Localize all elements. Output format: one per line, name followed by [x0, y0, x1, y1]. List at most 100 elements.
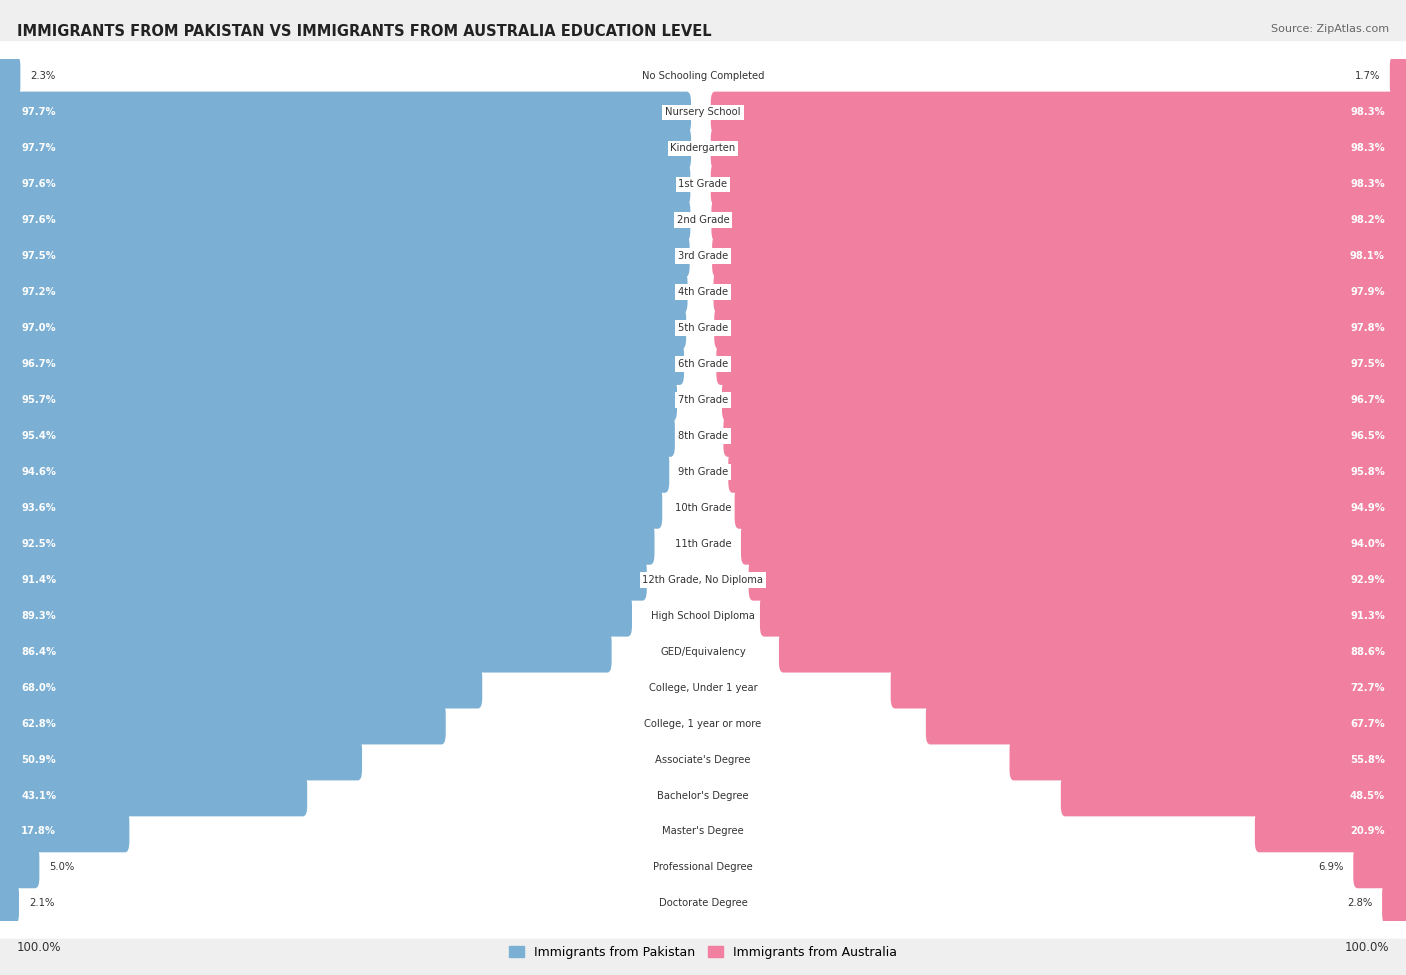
Text: 3rd Grade: 3rd Grade [678, 252, 728, 261]
Text: 95.8%: 95.8% [1350, 467, 1385, 477]
FancyBboxPatch shape [0, 703, 446, 745]
FancyBboxPatch shape [711, 164, 1406, 205]
FancyBboxPatch shape [0, 56, 20, 98]
Text: 50.9%: 50.9% [21, 755, 56, 764]
FancyBboxPatch shape [0, 343, 685, 385]
FancyBboxPatch shape [0, 185, 1406, 255]
Text: 62.8%: 62.8% [21, 719, 56, 728]
Text: 91.3%: 91.3% [1350, 610, 1385, 621]
Text: IMMIGRANTS FROM PAKISTAN VS IMMIGRANTS FROM AUSTRALIA EDUCATION LEVEL: IMMIGRANTS FROM PAKISTAN VS IMMIGRANTS F… [17, 24, 711, 39]
FancyBboxPatch shape [0, 41, 1406, 112]
FancyBboxPatch shape [0, 739, 363, 780]
Text: 98.2%: 98.2% [1350, 215, 1385, 225]
Text: 5.0%: 5.0% [49, 863, 75, 873]
FancyBboxPatch shape [0, 365, 1406, 435]
FancyBboxPatch shape [711, 92, 1406, 134]
Text: 88.6%: 88.6% [1350, 646, 1385, 657]
FancyBboxPatch shape [0, 616, 1406, 687]
Text: 1st Grade: 1st Grade [679, 179, 727, 189]
Text: 97.9%: 97.9% [1350, 288, 1385, 297]
FancyBboxPatch shape [0, 164, 690, 205]
Text: 98.3%: 98.3% [1350, 143, 1385, 153]
Text: 97.5%: 97.5% [21, 252, 56, 261]
FancyBboxPatch shape [0, 92, 692, 134]
Text: 2.1%: 2.1% [28, 898, 55, 909]
Text: 6th Grade: 6th Grade [678, 359, 728, 370]
FancyBboxPatch shape [0, 149, 1406, 219]
Text: 98.1%: 98.1% [1350, 252, 1385, 261]
Text: Bachelor's Degree: Bachelor's Degree [657, 791, 749, 800]
FancyBboxPatch shape [1062, 775, 1406, 816]
FancyBboxPatch shape [714, 307, 1406, 349]
Text: Doctorate Degree: Doctorate Degree [658, 898, 748, 909]
Text: 4th Grade: 4th Grade [678, 288, 728, 297]
FancyBboxPatch shape [0, 846, 39, 888]
Text: 96.5%: 96.5% [1350, 431, 1385, 441]
FancyBboxPatch shape [0, 545, 1406, 615]
Text: 98.3%: 98.3% [1350, 107, 1385, 117]
FancyBboxPatch shape [711, 128, 1406, 170]
Text: No Schooling Completed: No Schooling Completed [641, 71, 765, 82]
Text: 97.0%: 97.0% [21, 323, 56, 333]
FancyBboxPatch shape [749, 559, 1406, 601]
Text: 96.7%: 96.7% [21, 359, 56, 370]
FancyBboxPatch shape [761, 595, 1406, 637]
Legend: Immigrants from Pakistan, Immigrants from Australia: Immigrants from Pakistan, Immigrants fro… [505, 941, 901, 964]
Text: GED/Equivalency: GED/Equivalency [661, 646, 745, 657]
Text: 7th Grade: 7th Grade [678, 395, 728, 405]
FancyBboxPatch shape [0, 810, 129, 852]
FancyBboxPatch shape [0, 882, 20, 924]
Text: College, Under 1 year: College, Under 1 year [648, 682, 758, 692]
Text: 97.8%: 97.8% [1350, 323, 1385, 333]
FancyBboxPatch shape [0, 688, 1406, 759]
Text: 11th Grade: 11th Grade [675, 539, 731, 549]
FancyBboxPatch shape [0, 652, 1406, 722]
Text: 43.1%: 43.1% [21, 791, 56, 800]
FancyBboxPatch shape [0, 200, 690, 241]
FancyBboxPatch shape [723, 379, 1406, 421]
Text: 97.7%: 97.7% [21, 143, 56, 153]
Text: Nursery School: Nursery School [665, 107, 741, 117]
FancyBboxPatch shape [0, 797, 1406, 867]
FancyBboxPatch shape [0, 580, 1406, 651]
FancyBboxPatch shape [0, 775, 308, 816]
FancyBboxPatch shape [1382, 882, 1406, 924]
FancyBboxPatch shape [728, 451, 1406, 492]
Text: 92.5%: 92.5% [21, 539, 56, 549]
FancyBboxPatch shape [0, 415, 675, 457]
Text: 100.0%: 100.0% [17, 941, 62, 955]
Text: 100.0%: 100.0% [1344, 941, 1389, 955]
FancyBboxPatch shape [0, 523, 655, 565]
Text: 1.7%: 1.7% [1354, 71, 1381, 82]
Text: 91.4%: 91.4% [21, 575, 56, 585]
FancyBboxPatch shape [717, 343, 1406, 385]
Text: 10th Grade: 10th Grade [675, 503, 731, 513]
FancyBboxPatch shape [927, 703, 1406, 745]
FancyBboxPatch shape [1256, 810, 1406, 852]
Text: 55.8%: 55.8% [1350, 755, 1385, 764]
Text: 89.3%: 89.3% [21, 610, 56, 621]
FancyBboxPatch shape [0, 401, 1406, 471]
FancyBboxPatch shape [0, 509, 1406, 579]
Text: 8th Grade: 8th Grade [678, 431, 728, 441]
FancyBboxPatch shape [0, 128, 692, 170]
Text: Master's Degree: Master's Degree [662, 827, 744, 837]
Text: Professional Degree: Professional Degree [654, 863, 752, 873]
Text: 93.6%: 93.6% [21, 503, 56, 513]
Text: 97.7%: 97.7% [21, 107, 56, 117]
FancyBboxPatch shape [0, 379, 678, 421]
FancyBboxPatch shape [0, 473, 1406, 543]
Text: 94.6%: 94.6% [21, 467, 56, 477]
FancyBboxPatch shape [0, 257, 1406, 328]
Text: 2.3%: 2.3% [31, 71, 55, 82]
FancyBboxPatch shape [779, 631, 1406, 673]
FancyBboxPatch shape [0, 595, 633, 637]
Text: Source: ZipAtlas.com: Source: ZipAtlas.com [1271, 24, 1389, 34]
FancyBboxPatch shape [0, 437, 1406, 507]
FancyBboxPatch shape [0, 307, 686, 349]
Text: 97.6%: 97.6% [21, 215, 56, 225]
FancyBboxPatch shape [713, 235, 1406, 277]
FancyBboxPatch shape [0, 113, 1406, 183]
FancyBboxPatch shape [0, 488, 662, 528]
FancyBboxPatch shape [0, 760, 1406, 831]
